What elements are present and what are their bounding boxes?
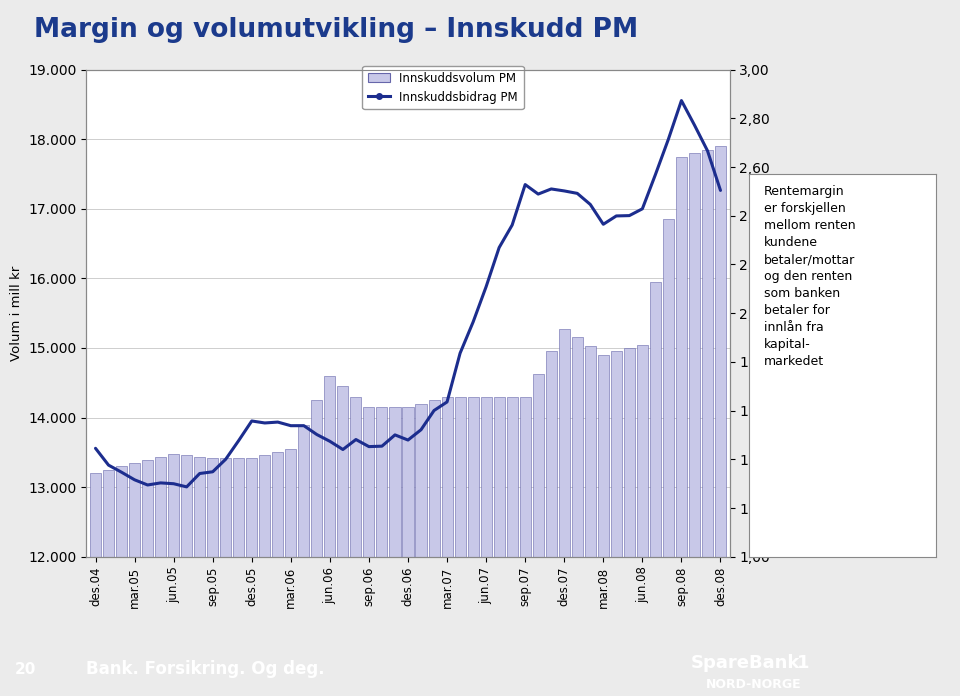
Bar — [545, 351, 557, 696]
Text: SpareBank: SpareBank — [691, 654, 801, 672]
Bar — [702, 150, 713, 696]
Bar — [636, 345, 648, 696]
Bar — [416, 404, 426, 696]
Bar — [103, 470, 114, 696]
Bar — [598, 355, 609, 696]
Text: 20: 20 — [14, 662, 36, 677]
Y-axis label: Volum i mill kr: Volum i mill kr — [10, 266, 23, 361]
Bar — [559, 329, 570, 696]
Bar — [285, 449, 297, 696]
Bar — [572, 338, 583, 696]
Y-axis label: Rentemargin: Rentemargin — [776, 270, 789, 356]
Bar — [129, 463, 140, 696]
Bar — [311, 400, 323, 696]
Bar — [90, 473, 101, 696]
Bar — [116, 466, 127, 696]
Bar — [156, 457, 166, 696]
Text: Margin og volumutvikling – Innskudd PM: Margin og volumutvikling – Innskudd PM — [34, 17, 637, 43]
Bar — [624, 348, 635, 696]
Bar — [611, 351, 622, 696]
Bar — [337, 386, 348, 696]
Text: NORD-NORGE: NORD-NORGE — [706, 678, 802, 690]
Bar — [350, 397, 362, 696]
Bar — [194, 457, 205, 696]
Bar — [468, 397, 479, 696]
Bar — [519, 397, 531, 696]
Bar — [493, 397, 505, 696]
Bar — [246, 458, 257, 696]
Text: Rentemargin
er forskjellen
mellom renten
kundene
betaler/mottar
og den renten
so: Rentemargin er forskjellen mellom renten… — [764, 186, 855, 368]
Bar — [207, 458, 218, 696]
Bar — [364, 407, 374, 696]
Text: 1: 1 — [797, 654, 809, 672]
Bar — [650, 282, 660, 696]
Legend: Innskuddsvolum PM, Innskuddsbidrag PM: Innskuddsvolum PM, Innskuddsbidrag PM — [363, 65, 523, 109]
Bar — [220, 458, 231, 696]
Bar — [376, 407, 388, 696]
Bar — [585, 346, 596, 696]
Bar — [168, 454, 180, 696]
Bar — [689, 153, 700, 696]
Bar — [181, 455, 192, 696]
Bar — [662, 219, 674, 696]
Bar — [233, 458, 244, 696]
Bar — [715, 146, 726, 696]
Bar — [142, 460, 154, 696]
Bar — [273, 452, 283, 696]
Bar — [676, 157, 687, 696]
Bar — [507, 397, 517, 696]
Bar — [442, 397, 452, 696]
Bar — [390, 407, 400, 696]
Bar — [299, 425, 309, 696]
Bar — [533, 374, 543, 696]
Bar — [402, 407, 414, 696]
Bar — [428, 400, 440, 696]
Text: Bank. Forsikring. Og deg.: Bank. Forsikring. Og deg. — [86, 661, 325, 679]
Bar — [454, 397, 466, 696]
Bar — [259, 455, 271, 696]
Bar — [481, 397, 492, 696]
Bar — [324, 376, 335, 696]
